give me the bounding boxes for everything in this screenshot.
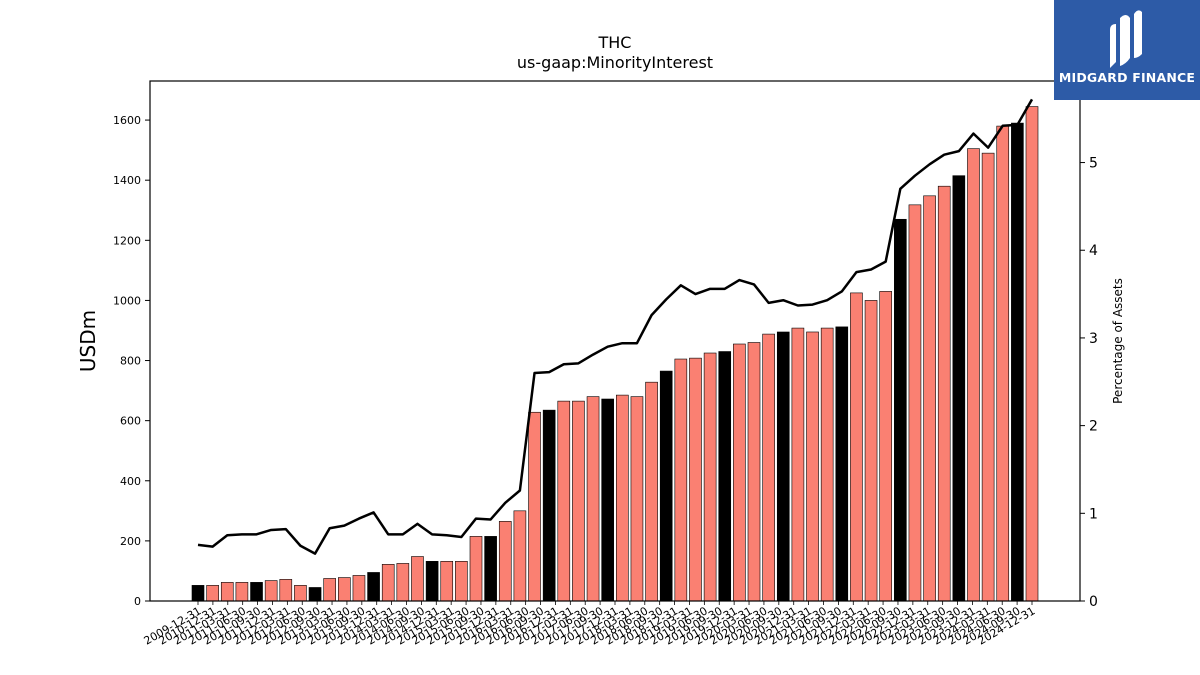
y2-tick-label: 1 (1089, 506, 1098, 522)
y2-tick-label: 4 (1089, 243, 1098, 259)
bar (733, 343, 746, 602)
bar (674, 358, 688, 602)
brand-logo: MIDGARD FINANCE (1054, 0, 1200, 100)
bar (952, 175, 966, 602)
bar (630, 396, 644, 602)
bar (937, 185, 951, 602)
y-tick-label: 1600 (113, 114, 141, 127)
bar (981, 152, 995, 602)
bar (542, 409, 556, 602)
bar (220, 582, 234, 602)
bar (367, 572, 380, 602)
y-tick-label: 800 (120, 355, 141, 368)
bar (718, 351, 732, 602)
bar (820, 327, 834, 602)
bar (455, 561, 468, 602)
bar (557, 400, 571, 602)
bar (250, 582, 263, 602)
series-line (197, 98, 1034, 555)
bar (923, 195, 936, 602)
bar (498, 521, 512, 602)
bar (469, 536, 483, 602)
bar (806, 331, 819, 602)
bar (338, 577, 351, 602)
bar (308, 587, 322, 602)
y-tick-label: 1200 (113, 234, 141, 247)
chart-title: THC (598, 33, 632, 52)
bar (572, 400, 585, 602)
bar (762, 333, 775, 602)
bar (294, 585, 307, 602)
bar (996, 125, 1010, 602)
bar (586, 396, 600, 602)
y-tick-label: 0 (134, 595, 141, 608)
y-tick-label: 600 (120, 415, 141, 428)
bar (352, 575, 366, 602)
bar (484, 536, 497, 602)
bar (396, 563, 410, 602)
bar (528, 411, 541, 602)
bar (513, 510, 527, 602)
bar (776, 331, 790, 602)
bar (703, 352, 717, 602)
y2-tick-label: 5 (1089, 156, 1098, 172)
bar (835, 326, 849, 602)
bar (381, 564, 395, 602)
bar (645, 381, 658, 602)
y-tick-label: 400 (120, 475, 141, 488)
bar (235, 582, 249, 602)
y-axis-label: USDm (76, 310, 100, 372)
bar (425, 561, 439, 602)
bar (601, 398, 614, 602)
y2-tick-label: 3 (1089, 331, 1098, 347)
bar (264, 580, 278, 602)
bar (967, 148, 980, 602)
plot-frame (149, 80, 1081, 602)
bar (206, 585, 219, 602)
bar (1011, 122, 1024, 602)
y-tick-label: 200 (120, 535, 141, 548)
bar (747, 342, 761, 602)
y2-tick-label: 2 (1089, 419, 1098, 435)
y-tick-label: 1400 (113, 174, 141, 187)
y2-tick-label: 0 (1089, 594, 1098, 610)
bar (1025, 106, 1039, 602)
bar (894, 218, 907, 602)
bar (689, 357, 702, 602)
bar (616, 394, 629, 602)
bar (908, 204, 922, 602)
bar (323, 578, 336, 602)
bar (411, 556, 424, 602)
logo-mark-icon (1110, 10, 1142, 68)
y-tick-label: 1000 (113, 294, 141, 307)
bar (440, 561, 454, 602)
bar (850, 292, 863, 602)
bar (791, 327, 805, 602)
bar (879, 291, 892, 602)
bar (864, 300, 878, 602)
chart-subtitle: us-gaap:MinorityInterest (517, 53, 713, 72)
bar (659, 370, 673, 602)
y2-axis-label: Percentage of Assets (1111, 278, 1125, 404)
bar (191, 585, 205, 602)
logo-text: MIDGARD FINANCE (1058, 70, 1196, 85)
bar (279, 579, 293, 602)
